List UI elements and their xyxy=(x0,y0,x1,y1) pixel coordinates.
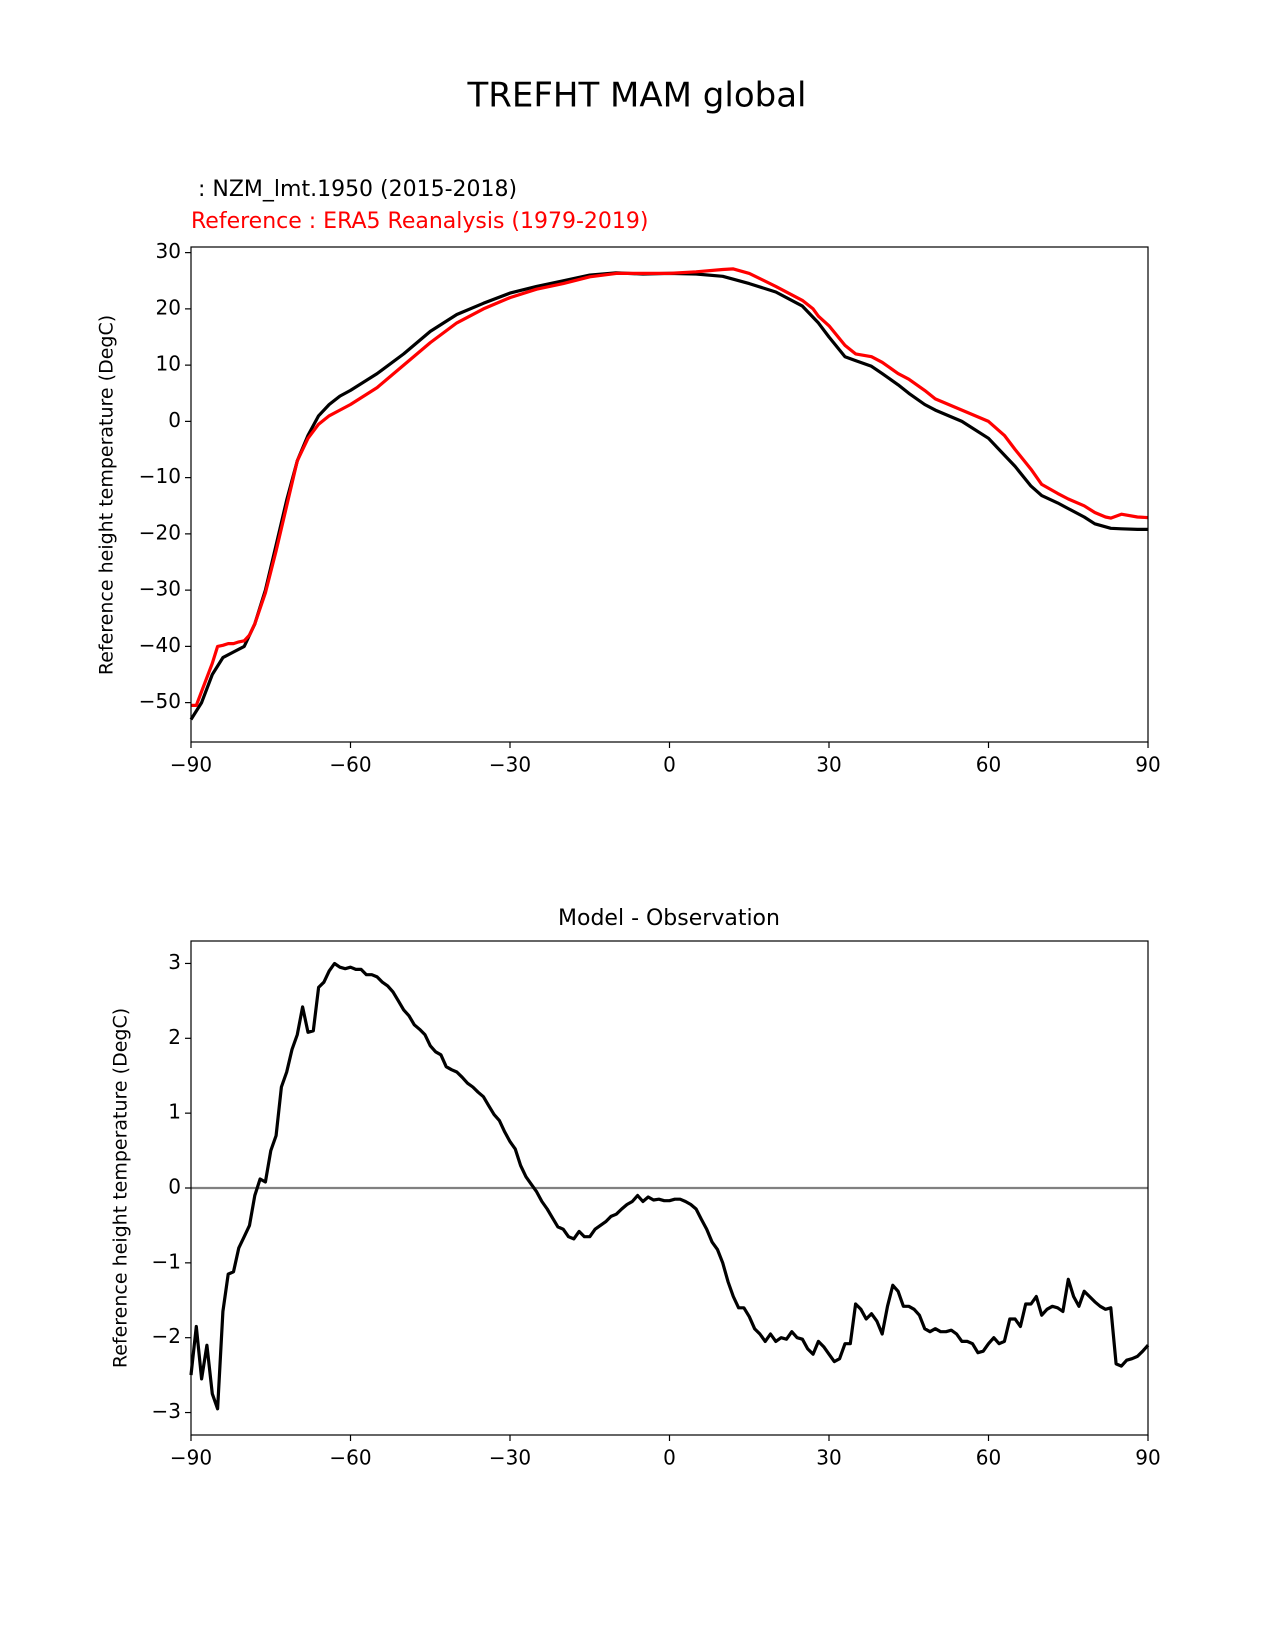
y-tick-label: 3 xyxy=(168,950,181,974)
series-line-1 xyxy=(191,267,1149,708)
y-tick-label: −10 xyxy=(139,464,181,488)
plot-area xyxy=(189,267,1149,721)
y-axis-label: Reference height temperature (DegC) xyxy=(110,1008,132,1368)
y-tick-label: −3 xyxy=(152,1399,181,1423)
axes-frame xyxy=(190,940,1149,1436)
x-tick-label: −30 xyxy=(489,753,531,777)
y-tick-label: 0 xyxy=(168,1175,181,1199)
x-tick-label: 60 xyxy=(976,753,1001,777)
x-tick-label: 0 xyxy=(663,1446,676,1470)
y-tick-label: −2 xyxy=(152,1324,181,1348)
x-tick-label: 30 xyxy=(816,1446,841,1470)
x-tick-label: 90 xyxy=(1135,1446,1160,1470)
y-tick-label: 1 xyxy=(168,1100,181,1124)
x-tick-label: −60 xyxy=(329,753,371,777)
y-tick-label: −40 xyxy=(139,633,181,657)
axes-frame xyxy=(190,246,1149,743)
x-tick-label: 90 xyxy=(1135,753,1160,777)
y-tick-label: −20 xyxy=(139,520,181,544)
figure-title: TREFHT MAM global xyxy=(466,76,806,116)
plot-area xyxy=(189,961,1150,1411)
x-tick-label: −90 xyxy=(170,1446,212,1470)
ticks-group: −90 −60 −30 0 30 60 90 −50 −40 −30 −20 −10 0 10 20 30 xyxy=(139,239,1161,776)
x-tick-label: 30 xyxy=(816,753,841,777)
y-tick-label: −50 xyxy=(139,689,181,713)
y-tick-label: 30 xyxy=(156,239,181,263)
y-tick-label: 2 xyxy=(168,1025,181,1049)
y-tick-label: −30 xyxy=(139,577,181,601)
x-tick-label: 60 xyxy=(976,1446,1001,1470)
y-tick-label: 10 xyxy=(156,352,181,376)
y-tick-label: 20 xyxy=(156,295,181,319)
title-model: : NZM_lmt.1950 (2015-2018) xyxy=(191,177,517,202)
y-axis-label: Reference height temperature (DegC) xyxy=(96,315,118,675)
title-diff: Model - Observation xyxy=(558,906,780,931)
title-reference: Reference : ERA5 Reanalysis (1979-2019) xyxy=(191,209,649,234)
ticks-group: −90 −60 −30 0 30 60 90 −3 −2 −1 0 1 2 3 xyxy=(152,950,1161,1470)
x-tick-label: −60 xyxy=(329,1446,371,1470)
y-tick-label: 0 xyxy=(168,408,181,432)
panel-top: : NZM_lmt.1950 (2015-2018) Reference : E… xyxy=(96,177,1161,777)
x-tick-label: −30 xyxy=(489,1446,531,1470)
panel-bottom: Model - Observation Reference height tem… xyxy=(110,906,1161,1470)
x-tick-label: 0 xyxy=(663,753,676,777)
series-line-0 xyxy=(189,961,1150,1411)
x-tick-label: −90 xyxy=(170,753,212,777)
y-tick-label: −1 xyxy=(152,1249,181,1273)
